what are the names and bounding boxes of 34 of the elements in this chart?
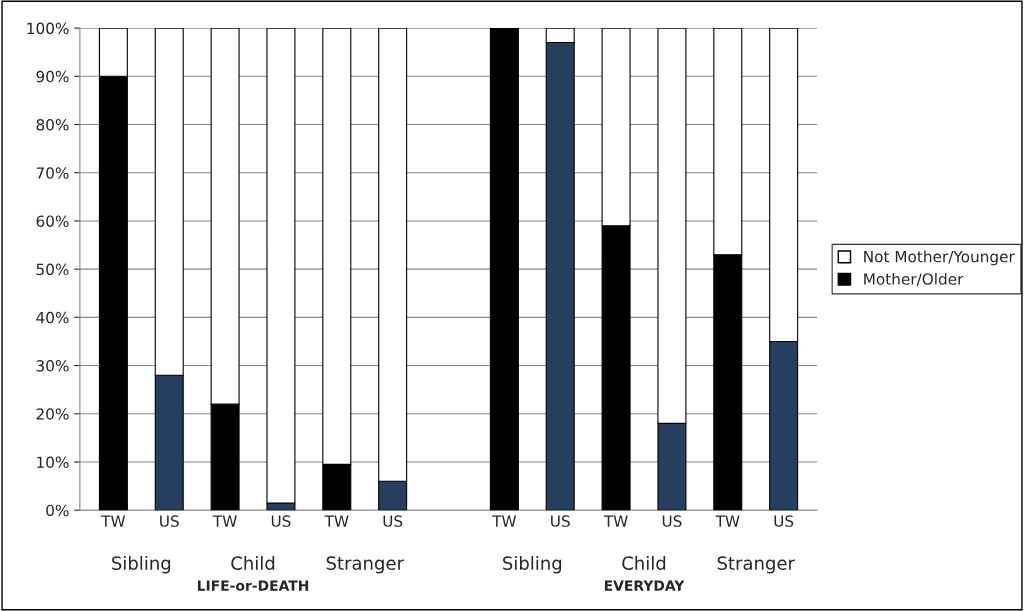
bar — [489, 28, 519, 511]
x-tick-label: TW — [101, 515, 126, 527]
x-tick-label: US — [774, 515, 794, 527]
y-tick-label: 90% — [36, 70, 69, 83]
x-tick-label: US — [551, 515, 570, 527]
text: EVERYDAY — [604, 580, 685, 591]
x-tick-label: TW — [603, 515, 628, 527]
x-tick-label: US — [662, 515, 682, 527]
x-tick-label: TW — [492, 515, 517, 527]
x-tick-label: TW — [212, 515, 237, 527]
y-tick-label: 0% — [46, 504, 69, 517]
x-tick-label: TW — [324, 515, 349, 527]
x-tick-label: TW — [715, 515, 740, 527]
y-tick-label: 70% — [36, 167, 69, 179]
y-tick-label: 100% — [27, 22, 69, 35]
text: LIFE-or-DEATH — [197, 580, 309, 591]
y-tick-label: 60% — [36, 215, 69, 227]
y-tick-label: 50% — [36, 263, 69, 276]
text: Child — [231, 555, 275, 570]
text: Stranger — [326, 556, 404, 574]
legend-label: Mother/Older — [864, 272, 964, 286]
y-tick-label: 30% — [36, 360, 69, 372]
y-tick-label: 40% — [36, 311, 69, 324]
x-tick-label: US — [383, 515, 403, 527]
y-tick-label: 20% — [36, 408, 69, 420]
y-tick-label: 80% — [36, 118, 69, 131]
text: Sibling — [503, 555, 562, 574]
x-tick-label: US — [271, 515, 291, 527]
x-tick-label: US — [160, 515, 179, 527]
text: Stranger — [717, 556, 795, 574]
y-tick-label: 10% — [37, 456, 69, 468]
text: Sibling — [112, 555, 171, 574]
legend-label: Not Mother/Younger — [864, 250, 1015, 266]
text: Child — [622, 555, 666, 570]
